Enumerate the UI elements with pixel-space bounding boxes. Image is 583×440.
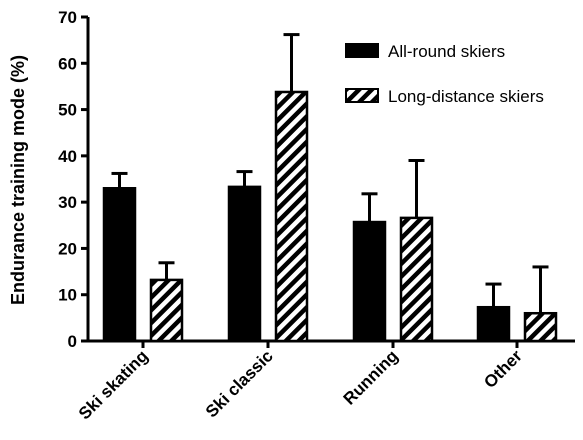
y-tick-label: 30	[58, 193, 77, 212]
bar-long-distance-ski-classic	[274, 90, 309, 343]
y-tick-label: 60	[58, 54, 77, 73]
y-axis-label: Endurance training mode (%)	[8, 55, 28, 305]
bar-all-round-ski-classic	[227, 185, 262, 343]
x-tick-label: Running	[340, 346, 402, 408]
y-tick-label: 50	[58, 101, 77, 120]
legend: All-round skiers Long-distance skiers	[345, 42, 544, 106]
legend-swatch	[345, 88, 379, 103]
x-tick-label: Other	[480, 346, 526, 392]
error-bars-group	[111, 33, 549, 314]
y-tick-label: 70	[58, 8, 77, 27]
legend-label: Long-distance skiers	[388, 87, 544, 106]
bar-all-round-running	[352, 220, 387, 343]
y-tick-label: 20	[58, 239, 77, 258]
bar-long-distance-ski-skating	[149, 278, 184, 343]
y-tick-label: 10	[58, 286, 77, 305]
legend-label: All-round skiers	[388, 42, 505, 61]
bars-group	[102, 90, 558, 343]
bar-all-round-ski-skating	[102, 187, 137, 343]
bar-all-round-other	[476, 305, 511, 343]
y-tick-label: 40	[58, 147, 77, 166]
x-tick-label: Ski skating	[75, 346, 152, 423]
legend-swatch	[345, 43, 379, 58]
bar-long-distance-running	[399, 216, 434, 343]
bar-long-distance-other	[523, 311, 558, 343]
y-tick-label: 0	[68, 332, 77, 351]
x-tick-label: Ski classic	[202, 346, 277, 421]
